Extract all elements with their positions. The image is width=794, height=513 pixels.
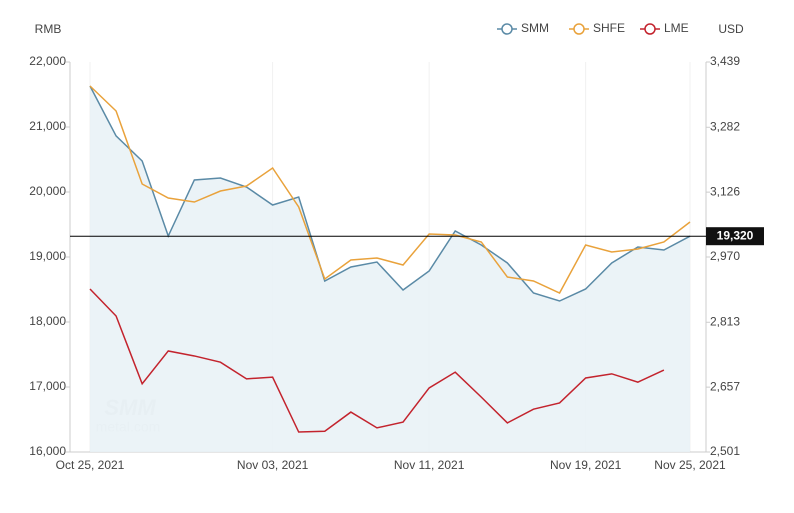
- reference-label-box: [706, 227, 764, 246]
- y2-axis-title: USD: [718, 22, 744, 36]
- area: [90, 85, 690, 453]
- y-tick-label: 18,000: [29, 314, 66, 328]
- y2-tick-label: 3,282: [710, 119, 740, 133]
- line: [89, 85, 691, 294]
- y2-tick-label: 2,657: [710, 379, 740, 393]
- legend-marker: [573, 23, 585, 35]
- y2-tick-label: 3,126: [710, 184, 740, 198]
- line: [89, 85, 691, 302]
- y2-tick-label: 3,439: [710, 54, 740, 68]
- x-tick-label: Nov 25, 2021: [654, 458, 726, 472]
- y-tick-label: 22,000: [29, 54, 66, 68]
- y-tick-label: 19,000: [29, 249, 66, 263]
- y-axis-title: RMB: [35, 22, 62, 36]
- y2-tick-label: 2,501: [710, 444, 740, 458]
- y2-tick-label: 2,970: [710, 249, 740, 263]
- x-tick-label: Nov 19, 2021: [550, 458, 622, 472]
- legend-label: SHFE: [593, 21, 625, 35]
- legend-label: SMM: [521, 21, 549, 35]
- y2-tick-label: 2,813: [710, 314, 740, 328]
- x-tick-label: Oct 25, 2021: [56, 458, 125, 472]
- y-tick-label: 16,000: [29, 444, 66, 458]
- legend-marker: [644, 23, 656, 35]
- y-tick-label: 20,000: [29, 184, 66, 198]
- y-tick-label: 21,000: [29, 119, 66, 133]
- y-tick-label: 17,000: [29, 379, 66, 393]
- line: [89, 288, 665, 433]
- x-tick-label: Nov 03, 2021: [237, 458, 309, 472]
- legend-label: LME: [664, 21, 689, 35]
- x-tick-label: Nov 11, 2021: [394, 458, 465, 472]
- reference-label: 19,320: [717, 228, 754, 242]
- legend-marker: [501, 23, 513, 35]
